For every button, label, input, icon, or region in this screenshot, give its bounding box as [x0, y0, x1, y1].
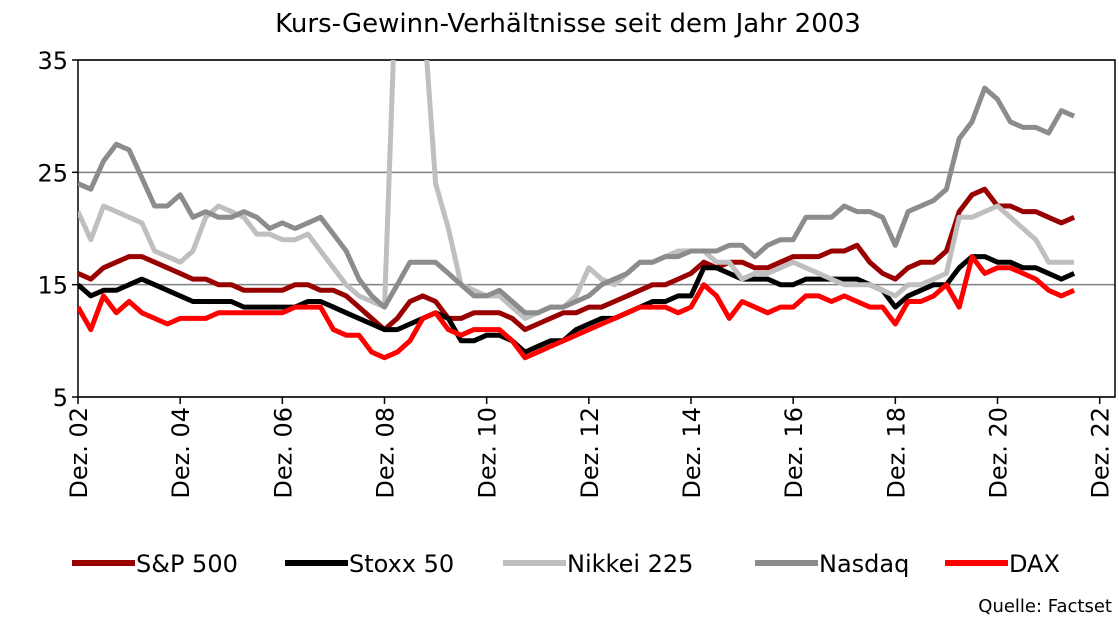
legend-label: Stoxx 50: [349, 550, 454, 578]
legend-label: S&P 500: [136, 550, 238, 578]
x-tick-label: Dez. 04: [167, 407, 195, 499]
x-tick-label: Dez. 08: [372, 407, 400, 499]
y-tick-label: 5: [53, 384, 68, 412]
x-tick-label: Dez. 22: [1087, 407, 1115, 499]
y-tick-label: 25: [37, 159, 68, 187]
series-line: [78, 186, 1076, 333]
series-line: [78, 85, 1076, 316]
y-tick-label: 15: [37, 272, 68, 300]
y-tick-label: 35: [37, 47, 68, 75]
x-tick-label: Dez. 20: [985, 407, 1013, 499]
x-tick-label: Dez. 12: [576, 407, 604, 499]
x-tick-label: Dez. 06: [269, 407, 297, 499]
plot-frame: [77, 59, 1116, 398]
source-note: Quelle: Factset: [978, 596, 1112, 617]
plot-area: [78, 60, 1076, 361]
series-line: [78, 60, 1075, 321]
legend-label: DAX: [1009, 550, 1060, 578]
x-tick-label: Dez. 10: [474, 407, 502, 499]
chart-title: Kurs-Gewinn-Verhältnisse seit dem Jahr 2…: [275, 9, 861, 39]
x-tick-label: Dez. 14: [678, 407, 706, 499]
x-tick-label: Dez. 02: [65, 407, 93, 499]
legend-label: Nikkei 225: [567, 550, 693, 578]
x-tick-label: Dez. 18: [882, 407, 910, 499]
series-line: [78, 254, 1076, 355]
x-tick-label: Dez. 16: [780, 407, 808, 499]
series-line: [78, 254, 1076, 361]
legend-label: Nasdaq: [819, 550, 909, 578]
